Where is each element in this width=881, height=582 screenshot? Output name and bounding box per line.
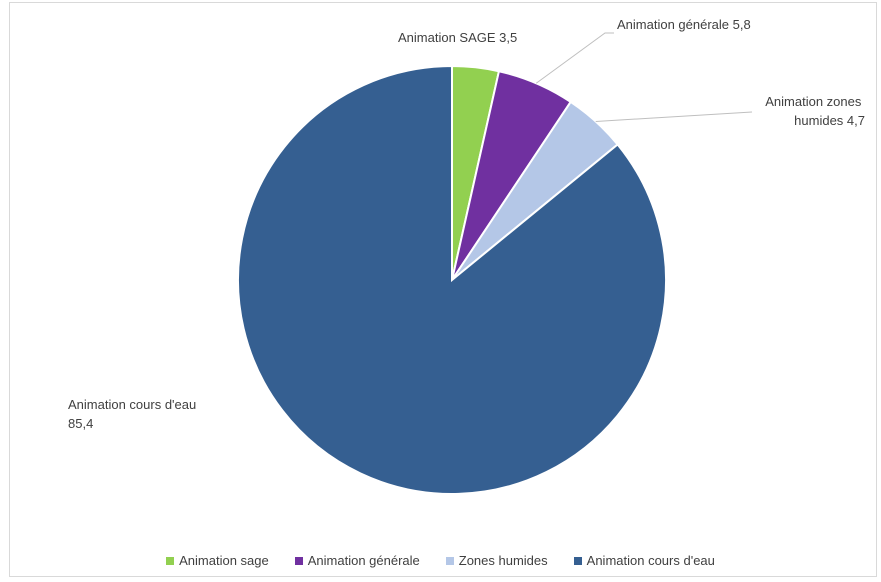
legend-label: Animation sage xyxy=(179,553,269,568)
data-label-zones-humides: Animation zones humides 4,7 xyxy=(765,94,865,128)
legend-item-zones-humides: Zones humides xyxy=(445,553,548,568)
legend-item-animation-generale: Animation générale xyxy=(294,553,420,568)
legend-label: Animation générale xyxy=(307,553,420,568)
legend-item-animation-cours-deau: Animation cours d'eau xyxy=(573,553,715,568)
pie-slice-animation-cours-d-eau xyxy=(237,64,667,495)
legend-swatch-animation-generale xyxy=(294,556,303,565)
data-label-animation-cours-deau: Animation cours d'eau 85,4 xyxy=(68,397,200,431)
legend-item-animation-sage: Animation sage xyxy=(166,553,269,568)
pie-slices xyxy=(237,64,667,495)
data-label-animation-sage: Animation SAGE 3,5 xyxy=(398,30,517,45)
legend-swatch-animation-sage xyxy=(166,556,175,565)
leader-line-animation-generale xyxy=(535,32,614,84)
leader-line-zones-humides xyxy=(595,111,753,122)
legend-label: Animation cours d'eau xyxy=(586,553,715,568)
leader-lines xyxy=(535,32,753,122)
legend-swatch-animation-cours-deau xyxy=(573,556,582,565)
legend-label: Zones humides xyxy=(458,553,548,568)
chart-legend: Animation sage Animation générale Zones … xyxy=(0,553,881,568)
legend-swatch-zones-humides xyxy=(445,556,454,565)
data-label-animation-generale: Animation générale 5,8 xyxy=(617,17,751,32)
